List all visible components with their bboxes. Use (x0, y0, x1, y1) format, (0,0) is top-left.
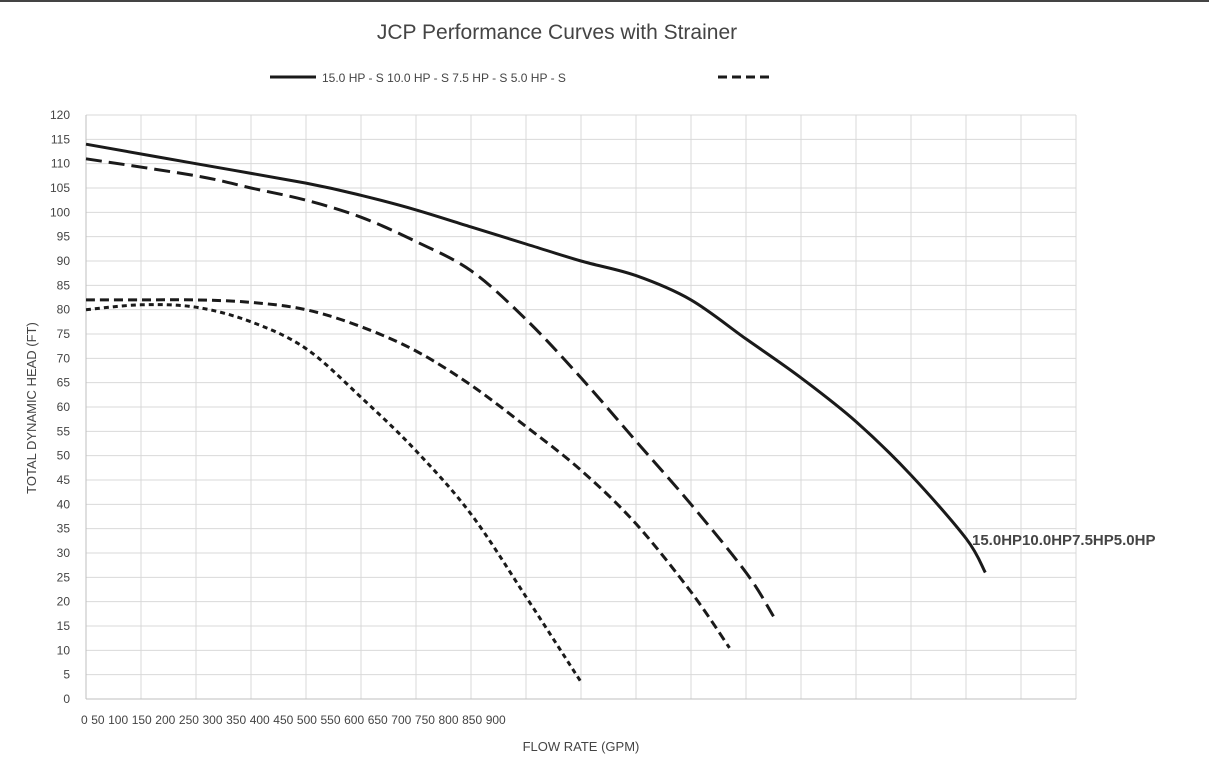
y-tick-label: 20 (57, 595, 71, 609)
y-tick-label: 85 (57, 278, 71, 292)
y-tick-label: 60 (57, 400, 71, 414)
y-tick-label: 50 (57, 449, 71, 463)
x-tick-label: 300 (203, 713, 223, 727)
y-tick-label: 110 (51, 157, 70, 171)
y-tick-label: 5 (63, 668, 70, 682)
y-tick-label: 70 (57, 351, 71, 365)
x-tick-label: 550 (321, 713, 341, 727)
y-tick-label: 40 (57, 497, 71, 511)
y-tick-label: 65 (57, 376, 71, 390)
y-tick-label: 15 (57, 619, 71, 633)
y-tick-label: 80 (57, 303, 71, 317)
y-tick-label: 25 (57, 570, 71, 584)
x-tick-label: 650 (368, 713, 388, 727)
y-tick-label: 90 (57, 254, 71, 268)
y-tick-label: 10 (57, 643, 71, 657)
x-tick-label: 400 (250, 713, 270, 727)
x-tick-label: 150 (132, 713, 152, 727)
y-tick-label: 100 (50, 205, 70, 219)
x-tick-label: 450 (273, 713, 293, 727)
y-tick-label: 115 (51, 132, 70, 146)
legend: 15.0 HP - S 10.0 HP - S 7.5 HP - S 5.0 H… (270, 71, 772, 85)
y-tick-labels: 0 5 10 15 20 25 30 35 40 45 50 55 60 65 70 75 80 85 90 95 10… (50, 108, 70, 706)
series-line (85, 157, 775, 618)
end-label: 15.0HP10.0HP7.5HP5.0HP (972, 532, 1155, 549)
x-tick-label: 100 (108, 713, 128, 727)
series-line (86, 298, 731, 649)
y-tick-label: 75 (57, 327, 71, 341)
series-lines (85, 142, 987, 683)
y-tick-label: 55 (57, 424, 71, 438)
x-tick-label: 350 (226, 713, 246, 727)
axes (85, 115, 1076, 700)
x-tick-label: 500 (297, 713, 317, 727)
y-tick-label: 105 (50, 181, 70, 195)
x-tick-label: 750 (415, 713, 435, 727)
x-tick-label: 50 (91, 713, 105, 727)
y-tick-label: 120 (50, 108, 70, 122)
y-tick-label: 30 (57, 546, 71, 560)
y-tick-label: 35 (57, 522, 71, 536)
y-tick-label: 0 (63, 692, 70, 706)
x-tick-label: 700 (391, 713, 411, 727)
x-axis-label: FLOW RATE (GPM) (523, 739, 640, 754)
x-tick-label: 200 (155, 713, 175, 727)
series-line (85, 303, 583, 683)
chart-title: JCP Performance Curves with Strainer (377, 21, 737, 44)
x-tick-label: 800 (439, 713, 459, 727)
x-tick-label: 900 (486, 713, 506, 727)
y-tick-label: 45 (57, 473, 71, 487)
x-tick-labels: 0 50 100 150 200 250 300 350 400 450 500 550 600 650 7… (81, 713, 506, 727)
y-tick-label: 95 (57, 230, 71, 244)
y-axis-label: TOTAL DYNAMIC HEAD (FT) (24, 322, 39, 494)
x-tick-label: 250 (179, 713, 199, 727)
x-tick-label: 0 (81, 713, 88, 727)
grid (85, 114, 1077, 700)
x-tick-label: 850 (462, 713, 482, 727)
series-line (85, 142, 987, 574)
x-tick-label: 600 (344, 713, 364, 727)
legend-text: 15.0 HP - S 10.0 HP - S 7.5 HP - S 5.0 H… (322, 71, 566, 85)
